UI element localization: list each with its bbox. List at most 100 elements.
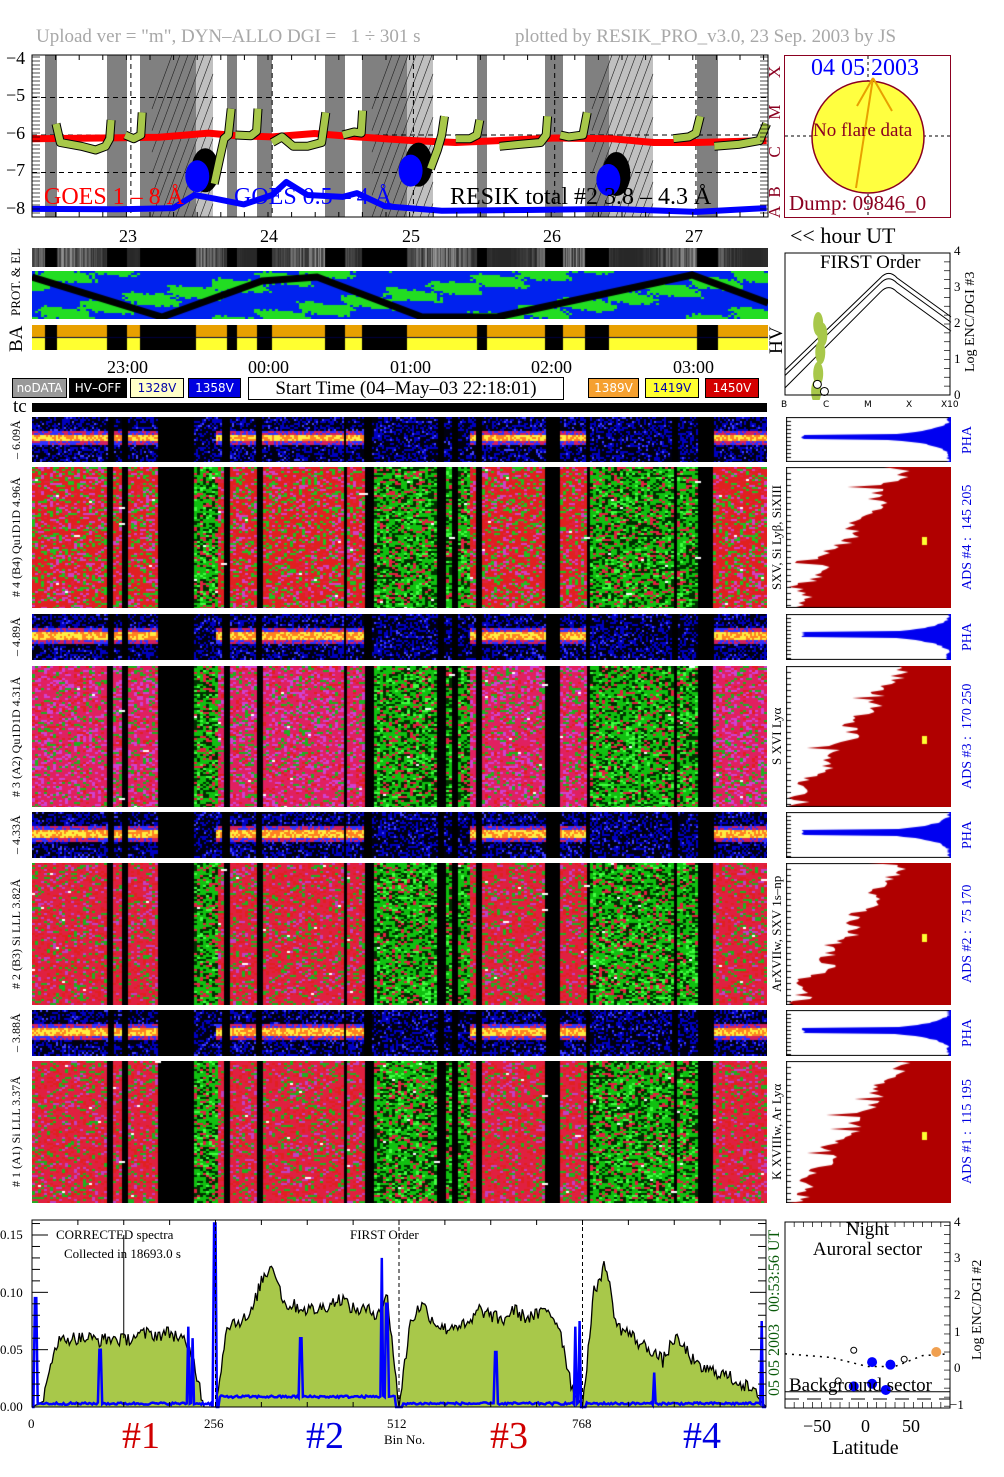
x-tick: 768 — [572, 1416, 592, 1431]
pha-spectrogram — [32, 417, 767, 462]
y-tick: 2 — [954, 1287, 961, 1302]
resik-line — [559, 111, 591, 141]
legend-resik: RESIK total #2 3.8 – 4.3 Å — [450, 184, 712, 210]
x-tick: 512 — [387, 1416, 407, 1431]
open-point — [900, 1355, 908, 1363]
hour-tick: 25 — [402, 226, 420, 246]
hatch-line — [379, 73, 434, 218]
y-tick: 1 — [954, 1324, 961, 1339]
prot-el-label: PROT. & EL — [8, 248, 23, 317]
latitude-plot — [784, 1221, 951, 1409]
open-point — [819, 386, 829, 396]
resik-line — [270, 112, 330, 150]
blue-point — [867, 1357, 878, 1368]
time-tick: 00:00 — [248, 357, 290, 377]
pha-label: PHA — [960, 1019, 975, 1048]
resik-line — [672, 115, 704, 143]
latitude-x-label: Latitude — [832, 1437, 899, 1459]
spectrum-fill — [32, 1261, 766, 1407]
spectral-lines-label: SXV, Si Lyβ, SiXIII — [769, 485, 784, 590]
latitude-title-night: Night — [845, 1219, 890, 1240]
ba-label: BA — [6, 325, 27, 352]
hatch-line — [151, 54, 205, 196]
x-tick: X10 — [941, 400, 959, 410]
x-tick: −50 — [803, 1416, 832, 1436]
legend-1358v: 1358V — [188, 378, 241, 398]
time-tick: 02:00 — [531, 357, 573, 377]
resik-line — [52, 119, 115, 154]
channel-label: # 3 (A2) Qu1D1D 4.31Å — [9, 676, 23, 797]
background-sector-label: Background sector — [789, 1375, 932, 1396]
pha-wavelength-label: – 4.33Å — [9, 815, 23, 855]
orange-point — [931, 1347, 942, 1358]
threshold-curve — [784, 278, 952, 376]
hatch-line — [591, 54, 613, 110]
hatch-line — [207, 203, 214, 218]
sun-pointer-icon — [855, 77, 893, 189]
y-tick: −1 — [950, 1397, 964, 1412]
pha-wavelength-label: – 3.88Å — [9, 1013, 23, 1053]
resik-flare-blob — [185, 160, 210, 193]
y-tick: −4 — [6, 48, 26, 68]
hatch-line — [371, 54, 433, 218]
x-tick: 50 — [902, 1416, 920, 1436]
hatch-line — [615, 116, 654, 218]
pha-label: PHA — [960, 821, 975, 850]
measured-point — [813, 361, 824, 386]
pha-wavelength-label: – 6.09Å — [9, 420, 23, 459]
y-tick: 1 — [954, 351, 961, 366]
channel-tag-3: #3 — [490, 1415, 528, 1457]
sun-disk-icon — [811, 80, 925, 194]
plot-credit: plotted by RESIK_PRO_v3.0, 23 Sep. 2003 … — [515, 26, 897, 47]
open-point — [834, 1377, 842, 1385]
sun-panel: 04 05 2003 No flare data Dump: 09846_0 — [784, 55, 951, 218]
legend-nodata: noDATA — [12, 378, 67, 398]
spectrum-plot — [31, 1219, 767, 1410]
ba-bar — [32, 325, 768, 350]
hour-tick: 23 — [119, 226, 137, 246]
resik-flare-blob — [596, 164, 621, 196]
pha-spectrogram — [32, 614, 767, 660]
y-tick: −5 — [6, 85, 26, 105]
ads-label: ADS #4 : 145 205 — [960, 484, 975, 591]
hatch-line — [371, 54, 401, 131]
threshold-curve — [784, 287, 952, 389]
channel-spectrogram — [32, 863, 767, 1005]
resik-line — [499, 116, 552, 150]
first-order-note: FIRST Order — [350, 1227, 419, 1242]
saa-band — [407, 55, 433, 217]
resik-line — [123, 112, 146, 143]
pha-histogram — [786, 812, 951, 858]
hatch-line — [591, 54, 637, 174]
first-order-plot — [784, 252, 952, 400]
tc-label: tc — [13, 396, 27, 417]
channel-label: # 1 (A1) Si LLL 3.37Å — [9, 1076, 23, 1188]
resik-line — [341, 110, 367, 139]
electron-bar — [32, 248, 768, 267]
x-tick: C — [823, 400, 830, 410]
first-order-y-label: Log ENC/DGI #3 — [963, 271, 978, 373]
measured-point — [813, 312, 824, 336]
hatch-line — [607, 95, 654, 218]
proton-map — [32, 271, 768, 319]
open-point — [812, 379, 822, 389]
spectral-lines-label: S XVI Lyα — [769, 707, 784, 766]
blue-point — [867, 1378, 878, 1389]
y-tick: −7 — [6, 160, 26, 180]
legend-1450v: 1450V — [705, 378, 759, 398]
spectrum-timestamp: 05 05 2003 00:53:56 UT — [766, 1229, 783, 1397]
ads-histogram — [786, 666, 951, 807]
class-a: A — [765, 205, 784, 219]
pha-label: PHA — [960, 425, 975, 454]
sun-message: No flare data — [813, 120, 913, 141]
channel-spectrogram — [32, 1061, 767, 1203]
hatch-line — [151, 54, 173, 110]
legend-hv-off: HV–OFF — [69, 378, 127, 398]
channel-label: # 4 (B4) Qu1D1D 4.96Å — [9, 477, 23, 598]
ads-histogram — [786, 863, 951, 1005]
night-band — [697, 55, 718, 217]
first-order-title: FIRST Order — [820, 252, 921, 273]
upload-info: Upload ver = "m", DYN–ALLO DGI = 1 ÷ 301… — [36, 26, 421, 47]
x-tick: M — [864, 400, 872, 410]
pha-wavelength-label: – 4.89Å — [9, 617, 23, 657]
